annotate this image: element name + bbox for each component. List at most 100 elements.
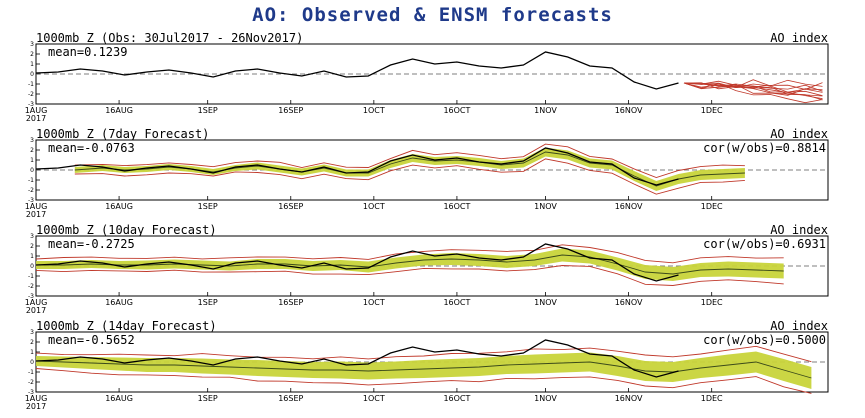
mean-label: mean=-0.0763 <box>48 141 135 155</box>
panel-right-label: AO index <box>770 31 828 45</box>
x-tick-label: 1OCT <box>363 202 385 211</box>
y-tick-label: 2 <box>30 51 34 58</box>
x-tick-label: 16AUG <box>105 202 133 211</box>
mean-label: mean=-0.5652 <box>48 333 135 347</box>
cor-label: cor(w/obs)=0.5000 <box>703 333 826 347</box>
ensemble-member-line <box>683 82 823 100</box>
x-tick-year-label: 2017 <box>26 210 46 219</box>
y-tick-label: 0 <box>30 71 34 78</box>
x-tick-label: 16SEP <box>278 202 303 211</box>
panel-right-label: AO index <box>770 319 828 333</box>
mean-label: mean=0.1239 <box>48 45 127 59</box>
observed-line <box>35 51 679 90</box>
observed-line <box>35 243 679 282</box>
panel-title: 1000mb Z (7day Forecast) <box>36 127 209 141</box>
y-tick-label: -2 <box>28 91 34 98</box>
panel-right-label: AO index <box>770 127 828 141</box>
x-tick-label: 16OCT <box>443 298 470 307</box>
panel-7day-svg: 1000mb Z (7day Forecast) AO index mean=-… <box>25 127 829 219</box>
y-tick-label: -2 <box>28 283 34 290</box>
panel-title: 1000mb Z (14day Forecast) <box>36 319 217 333</box>
ensemble-mean-line <box>35 360 812 379</box>
forecast-spread-band <box>36 248 784 281</box>
x-tick-label: 16OCT <box>443 202 470 211</box>
x-tick-label: 1NOV <box>534 394 557 403</box>
forecast-lower-envelope <box>35 368 812 394</box>
cor-label: cor(w/obs)=0.8814 <box>703 141 826 155</box>
y-tick-label: 1 <box>30 157 34 164</box>
y-tick-label: -1 <box>28 177 34 184</box>
y-tick-label: -2 <box>28 379 34 386</box>
y-tick-label: 3 <box>30 329 34 336</box>
forecast-upper-envelope <box>74 143 745 178</box>
forecast-lower-envelope <box>74 158 745 195</box>
x-tick-label: 1OCT <box>363 106 385 115</box>
x-tick-label: 1SEP <box>198 202 218 211</box>
x-tick-label: 1NOV <box>534 106 557 115</box>
forecast-upper-envelope <box>35 345 812 363</box>
x-tick-year-label: 2017 <box>26 402 46 411</box>
ensemble-member-line <box>683 80 823 92</box>
panel-10day-svg: 1000mb Z (10day Forecast) AO index mean=… <box>25 223 829 315</box>
x-tick-label: 16NOV <box>615 202 643 211</box>
panel-7day: 1000mb Z (7day Forecast) AO index mean=-… <box>0 126 865 220</box>
observed-line <box>35 147 679 186</box>
x-tick-label: 1OCT <box>363 298 385 307</box>
x-tick-label: 16OCT <box>443 394 470 403</box>
x-tick-label: 1NOV <box>534 202 557 211</box>
x-tick-label: 16NOV <box>615 298 643 307</box>
forecast-lower-envelope <box>35 265 784 286</box>
panel-observed: 1000mb Z (Obs: 30Jul2017 - 26Nov2017) AO… <box>0 30 865 124</box>
x-tick-label: 16NOV <box>615 394 643 403</box>
ensemble-mean-line <box>36 254 784 275</box>
panel-10day: 1000mb Z (10day Forecast) AO index mean=… <box>0 222 865 316</box>
y-tick-label: 3 <box>30 233 34 240</box>
y-tick-label: 2 <box>30 339 34 346</box>
y-tick-label: 2 <box>30 147 34 154</box>
x-tick-label: 16SEP <box>278 106 303 115</box>
x-tick-label: 16SEP <box>278 298 303 307</box>
x-tick-label: 1DEC <box>701 106 723 115</box>
y-tick-label: -3 <box>28 101 34 108</box>
y-tick-label: 0 <box>30 167 34 174</box>
x-tick-label: 16SEP <box>278 394 303 403</box>
forecast-upper-envelope <box>35 244 784 264</box>
y-tick-label: -1 <box>28 369 34 376</box>
mean-label: mean=-0.2725 <box>48 237 135 251</box>
chart-title: AO: Observed & ENSM forecasts <box>252 4 613 26</box>
x-tick-label: 1DEC <box>701 394 723 403</box>
x-tick-label: 1DEC <box>701 202 723 211</box>
y-tick-label: 3 <box>30 41 34 48</box>
x-tick-label: 1SEP <box>198 106 218 115</box>
y-tick-label: 0 <box>30 359 34 366</box>
y-tick-label: -1 <box>28 81 34 88</box>
x-tick-label: 16AUG <box>105 394 133 403</box>
y-tick-label: 1 <box>30 349 34 356</box>
y-tick-label: -3 <box>28 389 34 396</box>
y-tick-label: 0 <box>30 263 34 270</box>
x-tick-label: 1NOV <box>534 298 557 307</box>
panel-14day-svg: 1000mb Z (14day Forecast) AO index mean=… <box>25 319 829 411</box>
x-tick-label: 1AUG <box>25 106 48 115</box>
x-tick-label: 16AUG <box>105 106 133 115</box>
x-tick-year-label: 2017 <box>26 306 46 315</box>
y-tick-label: 1 <box>30 253 34 260</box>
x-tick-label: 1OCT <box>363 394 385 403</box>
panel-title: 1000mb Z (Obs: 30Jul2017 - 26Nov2017) <box>36 31 303 45</box>
y-tick-label: -3 <box>28 197 34 204</box>
x-tick-label: 1DEC <box>701 298 723 307</box>
y-tick-label: -1 <box>28 273 34 280</box>
y-tick-label: -2 <box>28 187 34 194</box>
forecast-spread-band <box>74 147 745 191</box>
x-tick-label: 1AUG <box>25 394 48 403</box>
observed-line <box>35 339 679 378</box>
x-tick-label: 1SEP <box>198 394 218 403</box>
x-tick-label: 16AUG <box>105 298 133 307</box>
y-tick-label: 1 <box>30 61 34 68</box>
x-tick-label: 16NOV <box>615 106 643 115</box>
cor-label: cor(w/obs)=0.6931 <box>703 237 826 251</box>
x-tick-label: 1AUG <box>25 202 48 211</box>
